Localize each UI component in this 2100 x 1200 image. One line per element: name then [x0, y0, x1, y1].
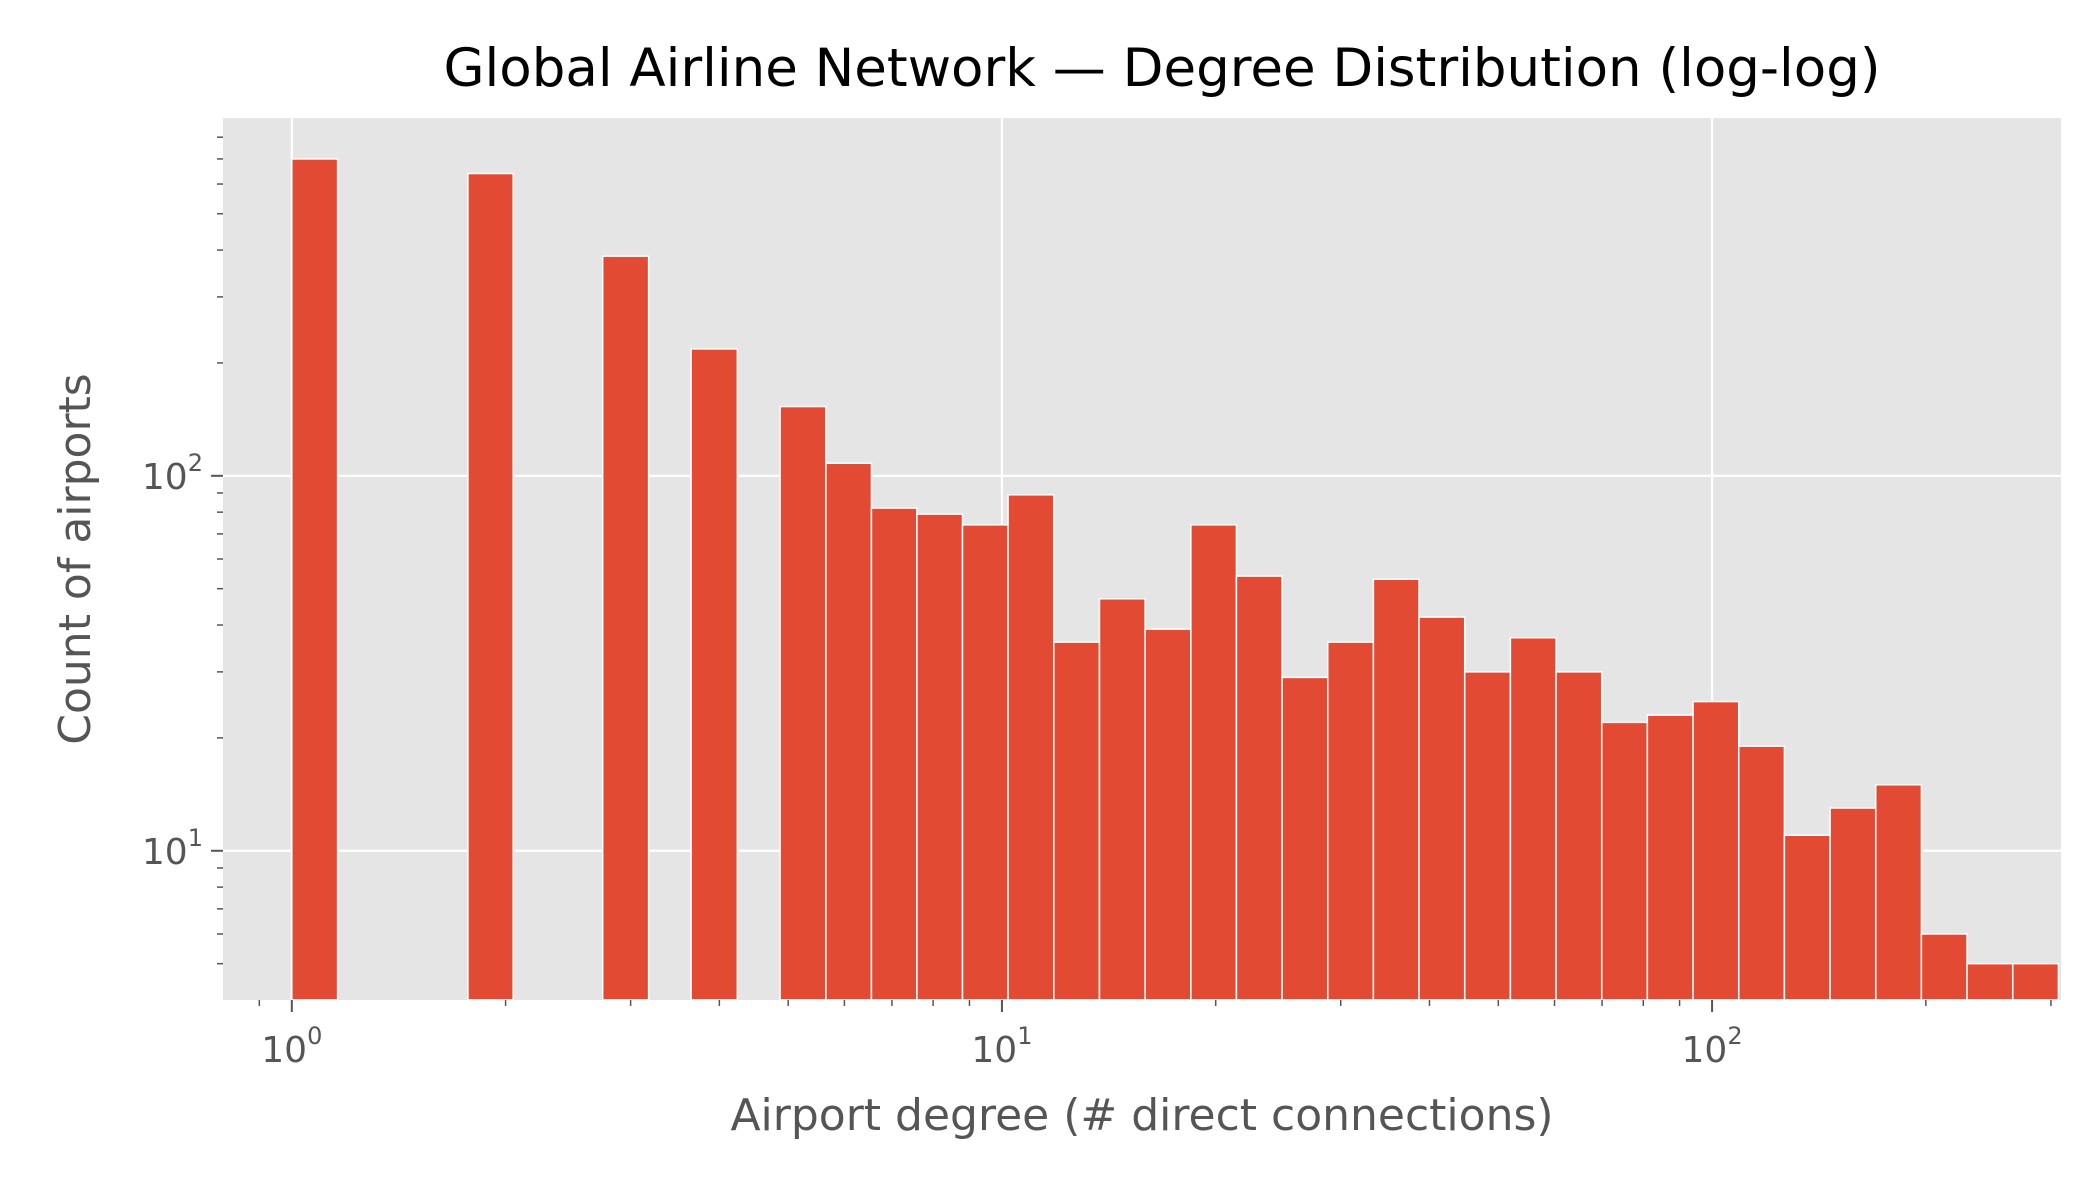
bar-8 — [961, 524, 1009, 1001]
axis-tick-labels: 100 101 102 101 102 — [142, 449, 1743, 1071]
y-tick-label-1: 102 — [142, 449, 203, 498]
bar-5 — [825, 462, 873, 1001]
bar-22 — [1600, 721, 1649, 1001]
bar-3 — [690, 348, 739, 1001]
bar-6 — [870, 507, 918, 1001]
bar-16 — [1326, 641, 1375, 1001]
x-tick-label-2: 102 — [1682, 1022, 1743, 1071]
bar-28 — [1874, 784, 1923, 1001]
bar-18 — [1418, 616, 1466, 1001]
bar-9 — [1007, 494, 1055, 1001]
bar-25 — [1737, 745, 1786, 1001]
bar-30 — [1966, 962, 2014, 1001]
bar-20 — [1509, 636, 1557, 1001]
bar-15 — [1281, 676, 1329, 1001]
bar-17 — [1372, 578, 1420, 1001]
bar-7 — [916, 513, 964, 1001]
bar-31 — [2011, 962, 2060, 1001]
bar-4 — [779, 405, 827, 1001]
bar-27 — [1829, 807, 1877, 1001]
bar-13 — [1190, 524, 1238, 1001]
y-axis-label: Count of airports — [50, 373, 101, 744]
bar-24 — [1692, 700, 1740, 1001]
y-tick-label-0: 101 — [142, 824, 203, 873]
bar-26 — [1783, 834, 1831, 1001]
bar-12 — [1144, 628, 1192, 1001]
chart-title: Global Airline Network — Degree Distribu… — [443, 38, 1880, 99]
x-axis-label: Airport degree (# direct connections) — [730, 1090, 1553, 1141]
bar-19 — [1463, 671, 1512, 1001]
axis-ticks — [211, 136, 2052, 1012]
bar-0 — [291, 158, 339, 1001]
bar-2 — [601, 255, 650, 1001]
bar-23 — [1646, 714, 1694, 1001]
x-tick-label-0: 100 — [261, 1022, 322, 1071]
bar-1 — [467, 172, 514, 1001]
bar-21 — [1555, 671, 1603, 1001]
bar-29 — [1920, 933, 1968, 1001]
histogram-bars — [291, 158, 2060, 1001]
bar-11 — [1098, 598, 1146, 1001]
bar-10 — [1053, 641, 1101, 1001]
x-tick-label-1: 101 — [971, 1022, 1032, 1071]
bar-14 — [1235, 575, 1283, 1001]
